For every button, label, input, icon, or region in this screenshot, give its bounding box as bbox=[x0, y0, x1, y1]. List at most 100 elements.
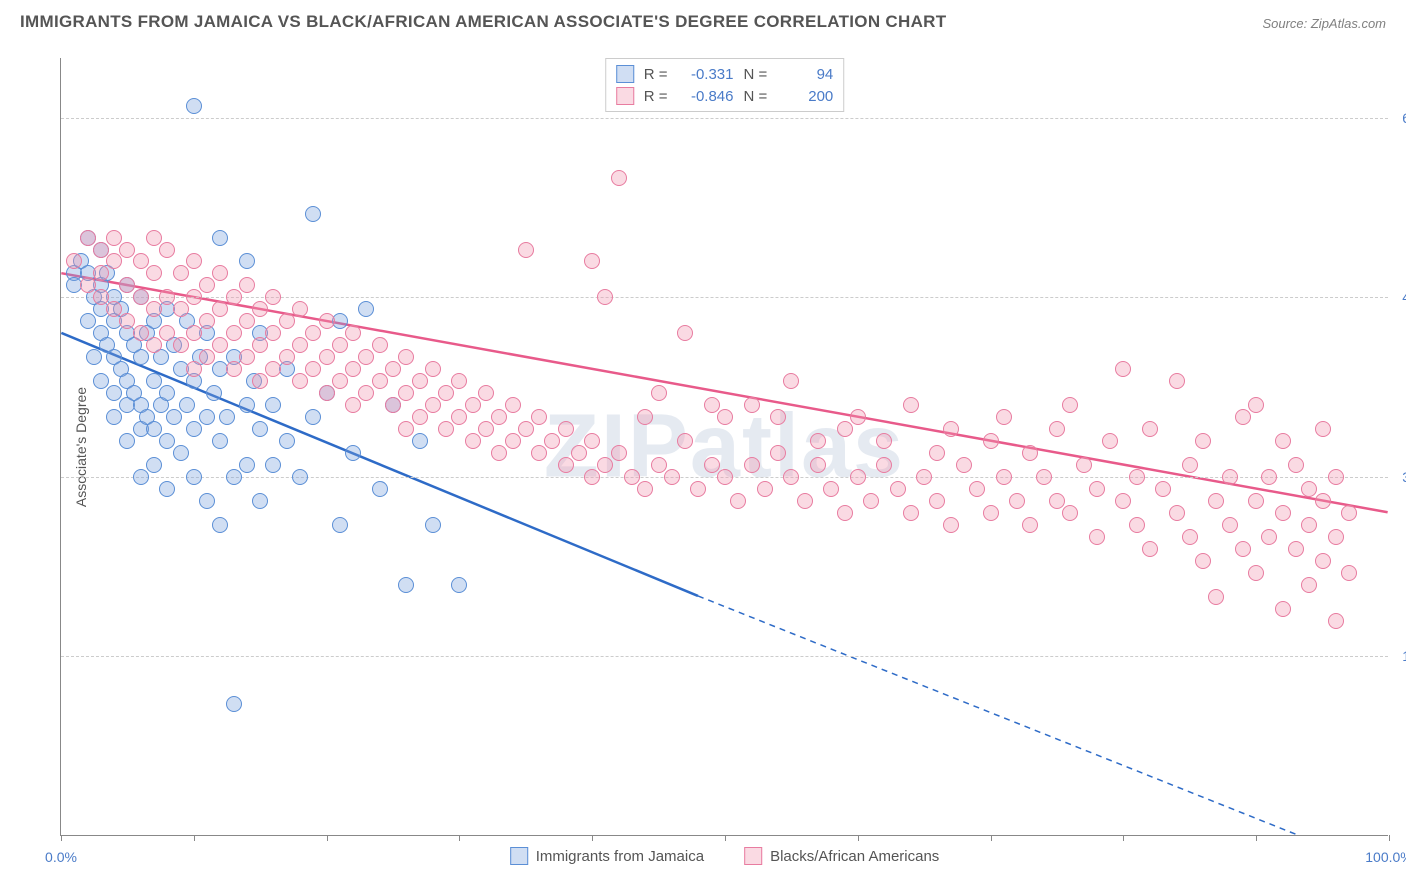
data-point bbox=[996, 469, 1012, 485]
data-point bbox=[637, 481, 653, 497]
data-point bbox=[1328, 613, 1344, 629]
data-point bbox=[252, 493, 268, 509]
data-point bbox=[133, 289, 149, 305]
data-point bbox=[558, 421, 574, 437]
data-point bbox=[890, 481, 906, 497]
data-point bbox=[1208, 493, 1224, 509]
data-point bbox=[80, 230, 96, 246]
data-point bbox=[412, 373, 428, 389]
data-point bbox=[1261, 469, 1277, 485]
data-point bbox=[206, 385, 222, 401]
data-point bbox=[1248, 397, 1264, 413]
data-point bbox=[239, 397, 255, 413]
data-point bbox=[1169, 505, 1185, 521]
data-point bbox=[265, 325, 281, 341]
data-point bbox=[1009, 493, 1025, 509]
data-point bbox=[226, 325, 242, 341]
data-point bbox=[372, 481, 388, 497]
data-point bbox=[332, 517, 348, 533]
stats-legend-box: R = -0.331 N = 94 R = -0.846 N = 200 bbox=[605, 58, 845, 112]
stats-n-value-2: 200 bbox=[777, 88, 833, 105]
data-point bbox=[850, 409, 866, 425]
data-point bbox=[166, 409, 182, 425]
data-point bbox=[465, 397, 481, 413]
legend-label-2: Blacks/African Americans bbox=[770, 848, 939, 865]
data-point bbox=[1089, 481, 1105, 497]
data-point bbox=[916, 469, 932, 485]
data-point bbox=[146, 265, 162, 281]
data-point bbox=[398, 577, 414, 593]
data-point bbox=[1102, 433, 1118, 449]
data-point bbox=[265, 397, 281, 413]
data-point bbox=[173, 301, 189, 317]
stats-r-label: R = bbox=[644, 88, 668, 105]
xtick-mark bbox=[327, 835, 328, 841]
data-point bbox=[93, 289, 109, 305]
ytick-label: 15.0% bbox=[1402, 648, 1406, 664]
data-point bbox=[1288, 457, 1304, 473]
data-point bbox=[929, 493, 945, 509]
data-point bbox=[1115, 493, 1131, 509]
data-point bbox=[385, 361, 401, 377]
data-point bbox=[1208, 589, 1224, 605]
data-point bbox=[199, 409, 215, 425]
data-point bbox=[199, 277, 215, 293]
gridline bbox=[61, 656, 1388, 657]
data-point bbox=[179, 397, 195, 413]
data-point bbox=[677, 433, 693, 449]
data-point bbox=[279, 313, 295, 329]
data-point bbox=[305, 361, 321, 377]
data-point bbox=[212, 230, 228, 246]
data-point bbox=[186, 253, 202, 269]
data-point bbox=[1248, 565, 1264, 581]
stats-n-label: N = bbox=[744, 66, 768, 83]
stats-r-label: R = bbox=[644, 66, 668, 83]
data-point bbox=[505, 397, 521, 413]
data-point bbox=[358, 301, 374, 317]
data-point bbox=[690, 481, 706, 497]
data-point bbox=[571, 445, 587, 461]
data-point bbox=[1222, 517, 1238, 533]
data-point bbox=[770, 445, 786, 461]
data-point bbox=[876, 433, 892, 449]
stats-swatch-2 bbox=[616, 87, 634, 105]
data-point bbox=[226, 696, 242, 712]
data-point bbox=[1142, 421, 1158, 437]
data-point bbox=[584, 469, 600, 485]
data-point bbox=[252, 421, 268, 437]
data-point bbox=[159, 385, 175, 401]
data-point bbox=[744, 397, 760, 413]
data-point bbox=[398, 385, 414, 401]
data-point bbox=[358, 385, 374, 401]
stats-n-label: N = bbox=[744, 88, 768, 105]
data-point bbox=[531, 445, 547, 461]
data-point bbox=[372, 373, 388, 389]
data-point bbox=[133, 325, 149, 341]
data-point bbox=[226, 361, 242, 377]
data-point bbox=[1222, 469, 1238, 485]
data-point bbox=[823, 481, 839, 497]
data-point bbox=[412, 433, 428, 449]
legend-item-1: Immigrants from Jamaica bbox=[510, 847, 704, 865]
data-point bbox=[146, 230, 162, 246]
ytick-label: 60.0% bbox=[1402, 110, 1406, 126]
data-point bbox=[1062, 397, 1078, 413]
data-point bbox=[345, 325, 361, 341]
xtick-mark bbox=[459, 835, 460, 841]
xtick-mark bbox=[592, 835, 593, 841]
data-point bbox=[345, 397, 361, 413]
data-point bbox=[611, 445, 627, 461]
data-point bbox=[810, 433, 826, 449]
data-point bbox=[292, 469, 308, 485]
data-point bbox=[398, 421, 414, 437]
data-point bbox=[1315, 421, 1331, 437]
data-point bbox=[265, 457, 281, 473]
xtick-mark bbox=[61, 835, 62, 841]
gridline bbox=[61, 297, 1388, 298]
data-point bbox=[133, 469, 149, 485]
data-point bbox=[1155, 481, 1171, 497]
data-point bbox=[305, 409, 321, 425]
data-point bbox=[1248, 493, 1264, 509]
data-point bbox=[1315, 493, 1331, 509]
data-point bbox=[1076, 457, 1092, 473]
